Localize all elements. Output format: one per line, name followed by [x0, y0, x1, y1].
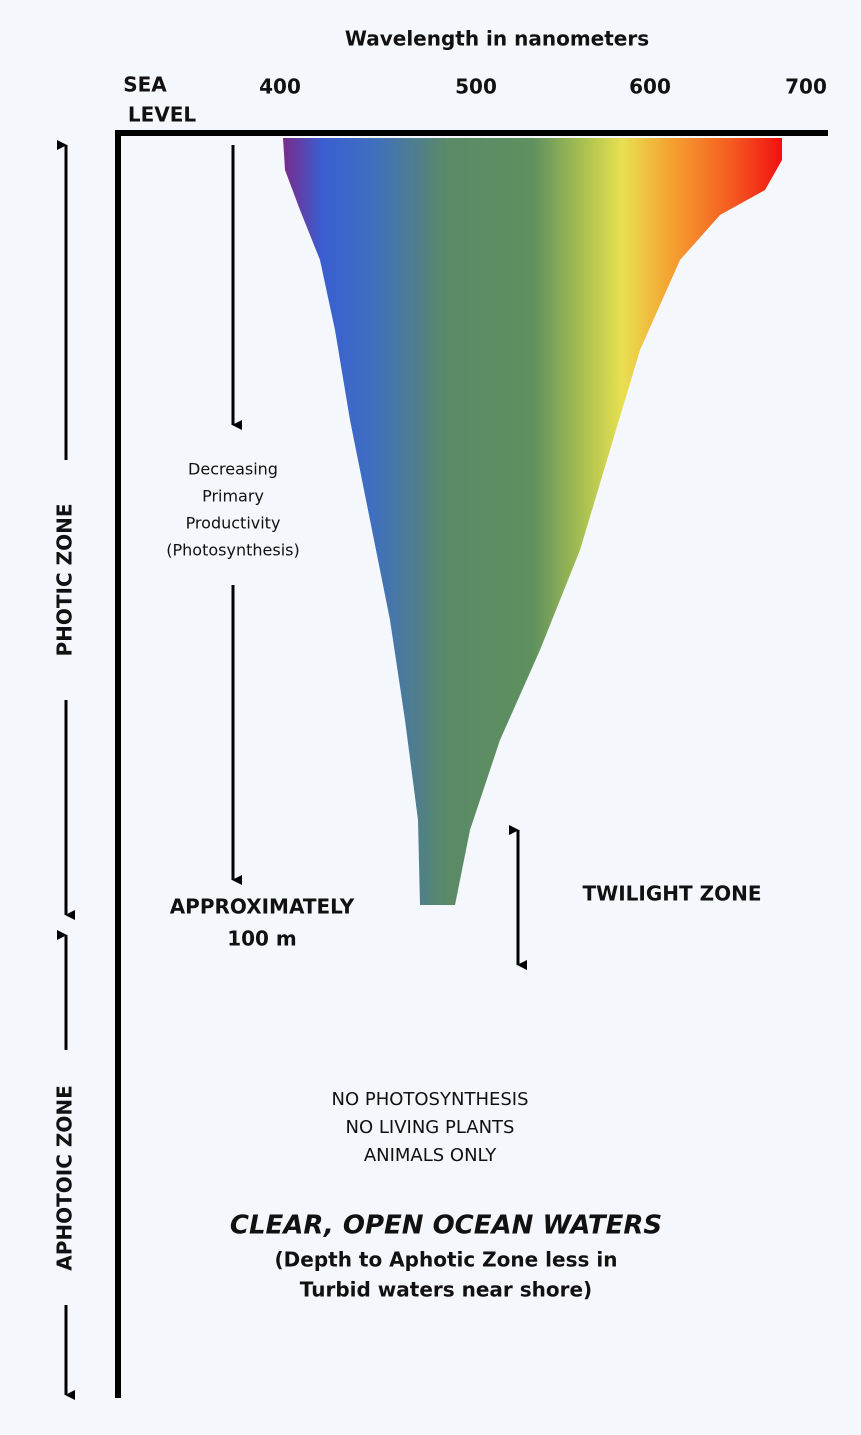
aphotic-zone: APHOTOIC ZONE [53, 1085, 77, 1271]
depth-label: APPROXIMATELY [170, 895, 355, 919]
productivity: (Photosynthesis) [166, 541, 299, 560]
tick-label: 600 [629, 75, 671, 99]
title: CLEAR, OPEN OCEAN WATERS [230, 1211, 662, 1241]
tick-label: 700 [785, 75, 827, 99]
axis-title: Wavelength in nanometers [345, 27, 649, 51]
sea-level: SEA [123, 73, 167, 97]
productivity: Productivity [186, 514, 281, 533]
tick-label: 400 [259, 75, 301, 99]
note: NO LIVING PLANTS [346, 1117, 515, 1138]
note: ANIMALS ONLY [364, 1145, 497, 1166]
photic-zone: PHOTIC ZONE [53, 503, 77, 656]
arrows [57, 140, 527, 1400]
subtitle: (Depth to Aphotic Zone less in [275, 1248, 618, 1272]
productivity: Decreasing [188, 460, 278, 479]
note: NO PHOTOSYNTHESIS [331, 1089, 528, 1110]
tick-label: 500 [455, 75, 497, 99]
productivity: Primary [202, 487, 264, 506]
depth-label: 100 m [227, 927, 297, 951]
light-spectrum [283, 138, 782, 905]
subtitle: Turbid waters near shore) [300, 1278, 592, 1302]
twilight-label: TWILIGHT ZONE [583, 882, 762, 906]
sea-level: LEVEL [128, 103, 197, 127]
